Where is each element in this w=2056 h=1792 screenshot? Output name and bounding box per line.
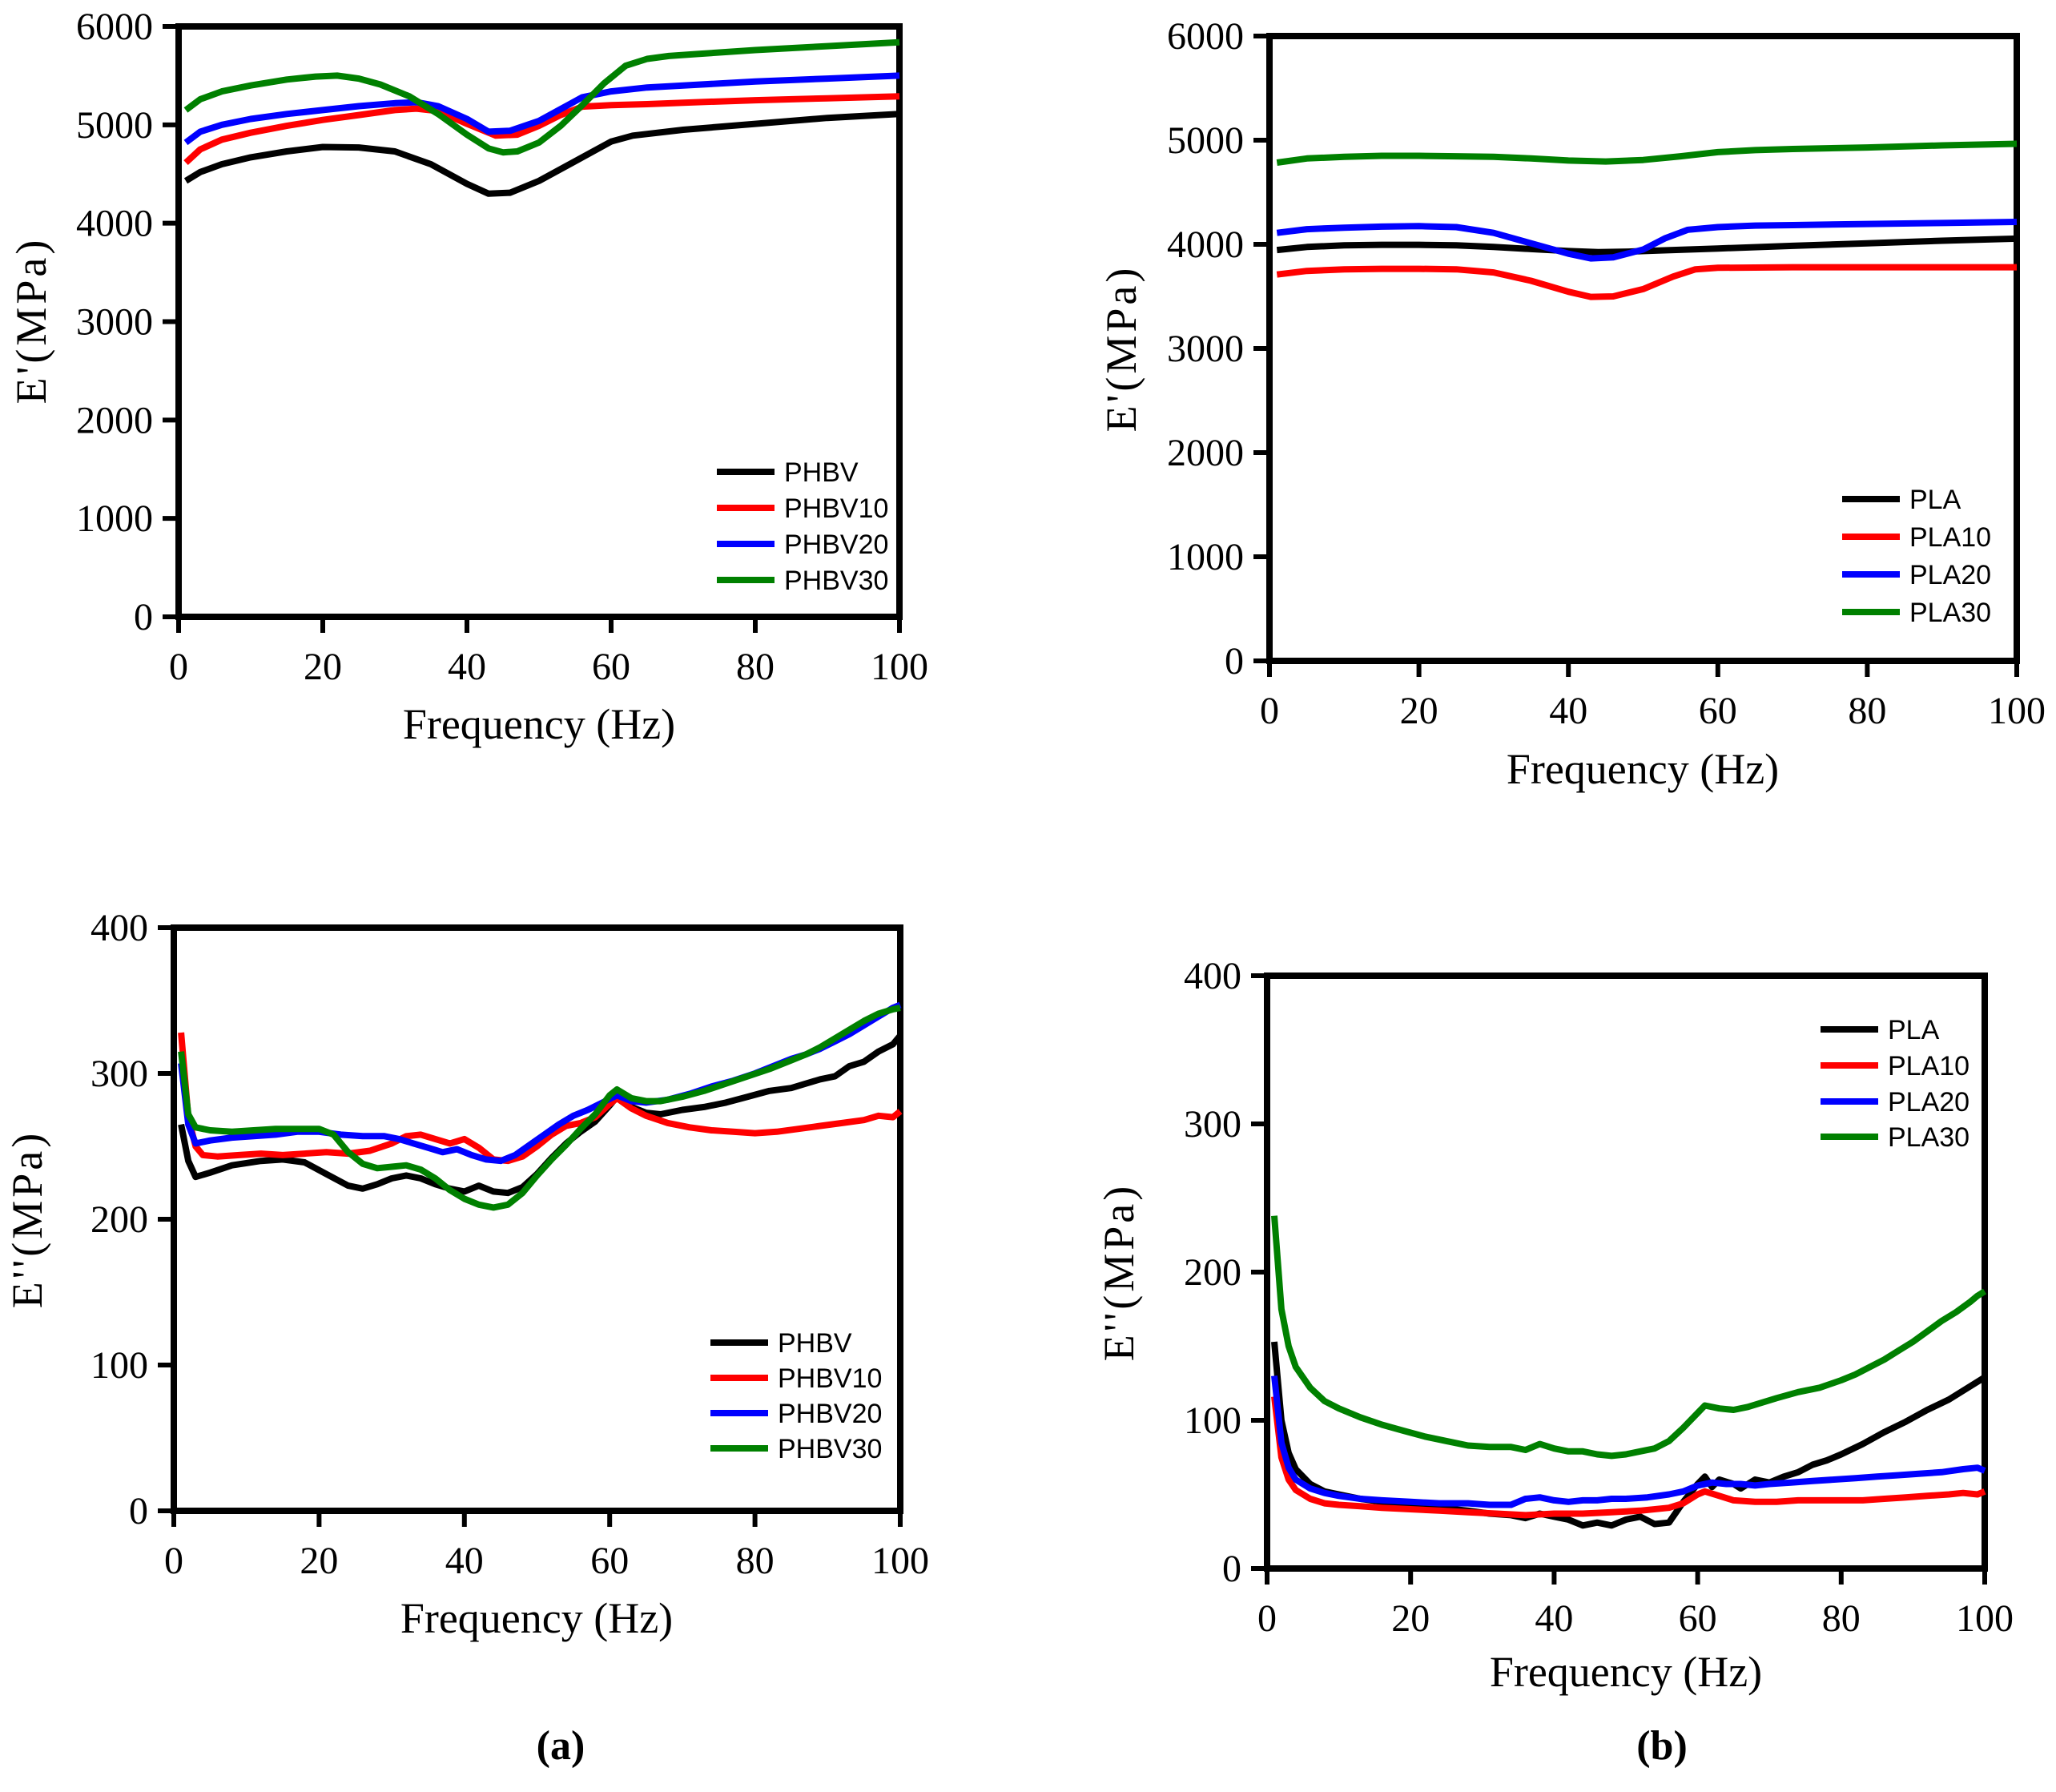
subfigure-label-b: (b) <box>1636 1723 1688 1769</box>
phbv-storage-chart-ytick-label: 4000 <box>76 203 153 245</box>
phbv-loss-chart-xtick-label: 80 <box>736 1540 775 1582</box>
phbv-loss-chart-ytick-label: 100 <box>91 1344 148 1387</box>
pla-storage-chart-curve-pla30 <box>1276 140 2018 166</box>
pla-storage-chart-curve-pla <box>1276 235 2018 256</box>
phbv-storage-chart-x-axis-title: Frequency (Hz) <box>403 700 675 748</box>
pla-storage-chart-ytick-label: 4000 <box>1167 223 1244 266</box>
pla-loss-chart-legend-label-pla20: PLA20 <box>1888 1087 1969 1117</box>
phbv-loss-chart-xtick-label: 100 <box>871 1540 929 1582</box>
phbv-storage-chart-curve-phbv <box>183 111 900 197</box>
pla-loss-chart-legend-label-pla10: PLA10 <box>1888 1051 1969 1081</box>
pla-storage-chart-xtick-label: 0 <box>1260 690 1279 732</box>
phbv-storage-chart-ytick-label: 1000 <box>76 497 153 540</box>
pla-storage-chart-xtick-label: 40 <box>1549 690 1587 732</box>
phbv-storage-chart-xtick-label: 0 <box>169 646 188 688</box>
phbv-storage-chart-y-axis-title: E'(MPa) <box>7 237 55 405</box>
phbv-storage-chart-curve-phbv20 <box>183 72 900 146</box>
pla-storage-chart-frame <box>1266 33 2020 664</box>
phbv-storage-chart-ytick-label: 3000 <box>76 301 153 344</box>
pla-loss-chart-ytick-label: 0 <box>1222 1548 1241 1590</box>
pla-storage-chart-ytick-label: 1000 <box>1167 536 1244 578</box>
pla-storage-chart-xtick-label: 60 <box>1699 690 1737 732</box>
pla-storage-chart-legend-label-pla30: PLA30 <box>1909 598 1991 628</box>
phbv-loss-chart-legend-label-phbv10: PHBV10 <box>778 1363 882 1394</box>
phbv-loss-chart-xtick-label: 20 <box>300 1540 338 1582</box>
phbv-storage-chart-legend-label-phbv20: PHBV20 <box>784 530 888 560</box>
pla-storage-chart-ytick-label: 2000 <box>1167 432 1244 474</box>
phbv-loss-chart-curve-phbv20 <box>178 1001 902 1165</box>
pla-storage-chart-curve-pla10 <box>1276 264 2017 300</box>
phbv-loss-chart-curve-phbv10 <box>178 1032 903 1165</box>
phbv-storage-chart-xtick-label: 100 <box>871 646 928 688</box>
pla-storage-chart-x-axis-title: Frequency (Hz) <box>1507 745 1779 793</box>
pla-loss-chart-xtick-label: 40 <box>1535 1597 1573 1640</box>
phbv-loss-chart-ytick-label: 200 <box>91 1198 148 1241</box>
pla-loss-chart-xtick-label: 80 <box>1822 1597 1861 1640</box>
pla-loss-chart-xtick-label: 100 <box>1956 1597 2014 1640</box>
pla-loss-chart-xtick-label: 60 <box>1679 1597 1717 1640</box>
pla-storage-chart-legend-label-pla20: PLA20 <box>1909 560 1991 590</box>
phbv-storage-chart-legend: PHBV PHBV10 PHBV20 PHBV30 <box>717 457 888 596</box>
phbv-loss-chart-legend-label-phbv20: PHBV20 <box>778 1399 882 1429</box>
pla-loss-chart-legend-label-pla30: PLA30 <box>1888 1122 1969 1153</box>
phbv-loss-chart-xtick-label: 0 <box>164 1540 183 1582</box>
phbv-storage-chart-ytick-label: 0 <box>134 596 153 638</box>
phbv-loss-chart-x-axis-title: Frequency (Hz) <box>400 1594 673 1642</box>
phbv-loss-chart-legend-label-phbv: PHBV <box>778 1328 852 1359</box>
pla-loss-chart-legend-label-pla: PLA <box>1888 1015 1940 1045</box>
phbv-storage-chart-xtick-label: 20 <box>304 646 342 688</box>
phbv-storage-chart: 0 1000 2000 3000 4000 5000 6000 0 20 40 60 80 100 E'(… <box>7 6 928 748</box>
phbv-loss-chart-xtick-label: 60 <box>590 1540 629 1582</box>
phbv-storage-chart-xtick-label: 60 <box>592 646 630 688</box>
phbv-loss-chart-ytick-label: 300 <box>91 1053 148 1095</box>
phbv-loss-chart-legend-label-phbv30: PHBV30 <box>778 1434 882 1464</box>
pla-loss-chart-xtick-label: 20 <box>1391 1597 1430 1640</box>
pla-storage-chart-xtick-label: 100 <box>1988 690 2046 732</box>
pla-storage-chart: 0 1000 2000 3000 4000 5000 6000 0 20 40 60 80 100 E'(… <box>1097 15 2046 793</box>
pla-loss-chart-ytick-label: 300 <box>1184 1103 1241 1146</box>
pla-storage-chart-curve-pla20 <box>1276 219 2018 262</box>
pla-storage-chart-ytick-label: 3000 <box>1167 328 1244 370</box>
pla-loss-chart-curve-pla30 <box>1271 1215 1987 1460</box>
phbv-loss-chart-curve-phbv30 <box>178 1005 901 1211</box>
pla-storage-chart-y-axis-title: E'(MPa) <box>1097 265 1145 433</box>
pla-loss-chart-curve-pla10 <box>1271 1395 1986 1519</box>
pla-loss-chart-legend: PLA PLA10 PLA20 PLA30 <box>1821 1015 1969 1153</box>
pla-storage-chart-xtick-label: 80 <box>1848 690 1886 732</box>
pla-storage-chart-xtick-label: 20 <box>1400 690 1438 732</box>
phbv-loss-chart-ytick-label: 400 <box>91 907 148 949</box>
pla-loss-chart-xtick-label: 0 <box>1257 1597 1277 1640</box>
pla-storage-chart-ytick-label: 5000 <box>1167 119 1244 162</box>
phbv-loss-chart-ytick-label: 0 <box>129 1490 148 1532</box>
phbv-storage-chart-xtick-label: 40 <box>448 646 486 688</box>
pla-loss-chart-curve-pla20 <box>1271 1375 1986 1508</box>
pla-loss-chart-ytick-label: 400 <box>1184 955 1241 997</box>
phbv-loss-chart-xtick-label: 40 <box>445 1540 484 1582</box>
pla-storage-chart-legend-label-pla: PLA <box>1909 485 1961 515</box>
pla-storage-chart-legend: PLA PLA10 PLA20 PLA30 <box>1842 485 1991 628</box>
pla-loss-chart-ytick-label: 100 <box>1184 1399 1241 1442</box>
pla-loss-chart-y-axis-title: E''(MPa) <box>1095 1183 1143 1361</box>
phbv-storage-chart-ytick-label: 5000 <box>76 104 153 147</box>
phbv-loss-chart: 0 100 200 300 400 0 20 40 60 80 100 E''(MPa) Frequen… <box>3 907 929 1642</box>
pla-storage-chart-ytick-label: 0 <box>1225 640 1244 683</box>
pla-loss-chart: 0 100 200 300 400 0 20 40 60 80 100 E''(MPa) Frequen… <box>1095 955 2014 1696</box>
phbv-storage-chart-ytick-label: 6000 <box>76 6 153 48</box>
pla-loss-chart-x-axis-title: Frequency (Hz) <box>1490 1648 1762 1696</box>
phbv-storage-chart-xtick-label: 80 <box>736 646 775 688</box>
phbv-storage-chart-ytick-label: 2000 <box>76 399 153 441</box>
phbv-storage-chart-curve-phbv30 <box>183 38 900 156</box>
subfigure-label-a: (a) <box>536 1723 585 1769</box>
phbv-storage-chart-legend-label-phbv: PHBV <box>784 457 859 488</box>
phbv-loss-chart-y-axis-title: E''(MPa) <box>3 1130 51 1308</box>
phbv-loss-chart-legend: PHBV PHBV10 PHBV20 PHBV30 <box>710 1328 882 1464</box>
phbv-storage-chart-legend-label-phbv10: PHBV10 <box>784 493 888 524</box>
pla-storage-chart-ytick-label: 6000 <box>1167 15 1244 58</box>
phbv-storage-chart-legend-label-phbv30: PHBV30 <box>784 566 888 596</box>
pla-loss-chart-ytick-label: 200 <box>1184 1251 1241 1294</box>
pla-storage-chart-legend-label-pla10: PLA10 <box>1909 522 1991 553</box>
